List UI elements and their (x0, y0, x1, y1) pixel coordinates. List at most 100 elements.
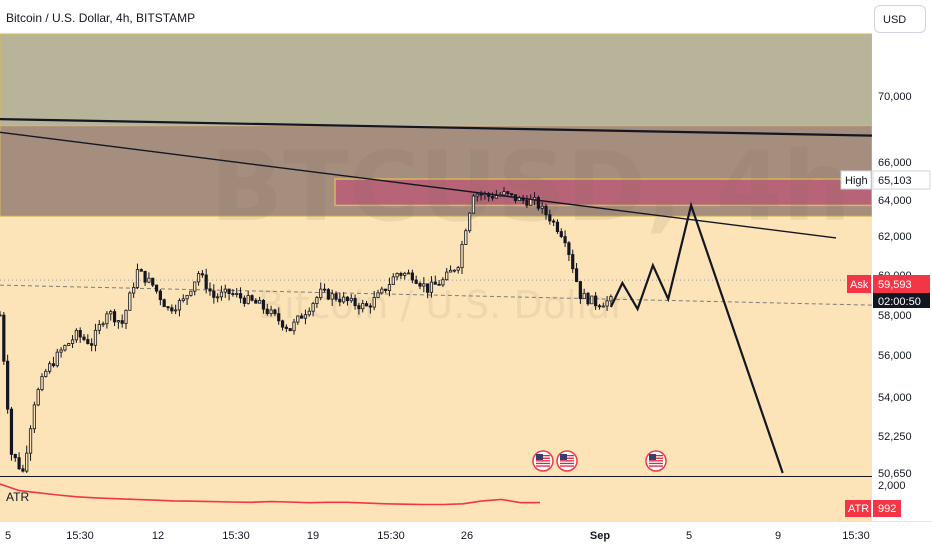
price-tick-label: 54,000 (878, 392, 912, 404)
price-tick-label: 66,000 (878, 157, 912, 169)
candle (32, 404, 36, 430)
candle (380, 288, 384, 294)
candle (17, 457, 21, 470)
candle (433, 281, 437, 285)
candle (216, 296, 220, 299)
candle (552, 220, 556, 223)
price-projection-line[interactable] (609, 201, 784, 474)
atr-label: ATR (6, 490, 29, 504)
economic-events (532, 450, 667, 472)
high-badge-label: High (845, 175, 868, 187)
candle (326, 289, 330, 300)
time-tick-label: 19 (307, 530, 319, 542)
candle (315, 297, 319, 304)
candle (303, 314, 308, 319)
countdown-label: 02:00:50 (878, 296, 921, 308)
us-flag-icon[interactable] (532, 450, 554, 472)
candle (112, 311, 117, 323)
candle (36, 389, 40, 406)
candle (437, 283, 441, 286)
candle (395, 273, 399, 278)
candle (67, 343, 71, 346)
candle (334, 293, 338, 300)
candle (594, 295, 598, 307)
candle (311, 303, 315, 312)
candle (506, 191, 510, 194)
candle (555, 221, 560, 232)
candle (529, 199, 533, 206)
candle (597, 305, 602, 308)
candle (185, 295, 189, 300)
trendline-upper[interactable] (0, 118, 873, 137)
candle (128, 292, 132, 311)
candle (571, 254, 575, 270)
candle (536, 197, 540, 209)
atr-badge-value: 992 (878, 503, 896, 515)
candle (193, 281, 197, 292)
candle (300, 315, 304, 319)
high-badge-value: 65,103 (878, 175, 912, 187)
candle (219, 291, 224, 298)
candle (277, 313, 281, 322)
candle (170, 307, 174, 312)
candle (162, 299, 166, 308)
candle (55, 351, 59, 367)
candle (166, 306, 170, 309)
candle (426, 283, 430, 293)
candle (101, 323, 105, 326)
candle (475, 193, 479, 197)
time-tick-label: 15:30 (66, 530, 94, 542)
candle (487, 193, 491, 197)
candle (174, 309, 178, 312)
candle (82, 336, 86, 340)
ask-badge-label: Ask (850, 279, 869, 291)
candle (139, 269, 143, 272)
price-axis[interactable] (872, 0, 932, 521)
candle (521, 197, 525, 201)
currency-button[interactable]: USD (874, 5, 926, 33)
candle (21, 468, 25, 472)
atr-axis-tick: 2,000 (878, 480, 906, 492)
candle (372, 297, 376, 308)
candle (498, 194, 502, 197)
candle (292, 321, 296, 332)
us-flag-icon[interactable] (645, 450, 667, 472)
candle (574, 268, 579, 282)
candle (601, 305, 605, 308)
candle (441, 279, 445, 286)
candle (330, 293, 334, 300)
atr-line (0, 483, 541, 506)
candle (364, 303, 369, 307)
candle (280, 320, 285, 328)
candle (242, 297, 246, 304)
candle (525, 200, 529, 206)
candle (151, 277, 155, 286)
time-axis[interactable] (0, 521, 932, 550)
candle (342, 296, 346, 303)
candle (208, 288, 212, 292)
chart-title: Bitcoin / U.S. Dollar, 4h, BITSTAMP (6, 11, 195, 25)
candle (464, 230, 468, 245)
candle (567, 242, 571, 255)
candle (532, 197, 537, 200)
candle (25, 452, 29, 472)
candle (540, 205, 544, 209)
candle (265, 308, 269, 315)
candle (609, 296, 613, 302)
candle (135, 269, 140, 288)
candle (269, 309, 273, 315)
candle (448, 269, 453, 273)
candle (349, 297, 353, 302)
watermark-symbol: BTCUSD, 4h (210, 131, 851, 243)
time-tick-label: 9 (775, 530, 781, 542)
candle (74, 330, 78, 341)
candle (246, 295, 250, 304)
candle (132, 287, 136, 294)
candle (212, 290, 216, 298)
candle (513, 194, 518, 201)
time-tick-label: 15:30 (222, 530, 250, 542)
candle (319, 288, 323, 298)
us-flag-icon[interactable] (556, 450, 578, 472)
candle (59, 349, 63, 353)
